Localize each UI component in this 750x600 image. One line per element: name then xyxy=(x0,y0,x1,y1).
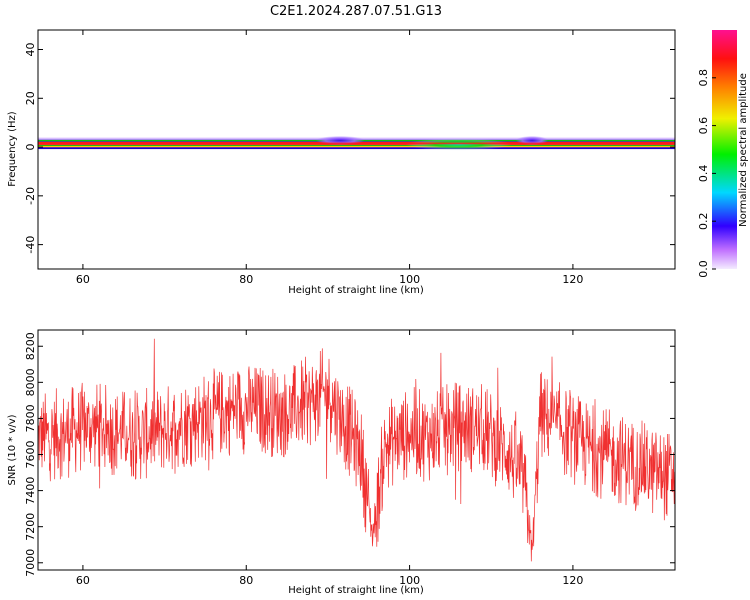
snr-panel: 60 80 100 120 7000720074007600780080008200 … xyxy=(7,329,676,596)
y-tick-label: 7600 xyxy=(24,441,37,469)
snr-y-ticks: 7000 7200 7400 7600 7800 8000 8200 xyxy=(24,332,675,577)
x-tick-label: 60 xyxy=(76,273,90,286)
spectral-band xyxy=(38,135,675,151)
snr-x-ticks: 60 80 100 120 xyxy=(76,330,583,587)
colorbar-tick-label: 0.2 xyxy=(697,212,710,230)
spectrogram-y-ticks: 40 20 0 -20 -40 xyxy=(24,43,675,254)
colorbar-tick-label: 0.8 xyxy=(697,69,710,87)
colorbar-scale xyxy=(712,30,737,269)
x-tick-label: 80 xyxy=(239,574,253,587)
spectrogram-frame xyxy=(37,29,676,270)
band-lower-yellow xyxy=(38,146,675,148)
y-tick-label: 8200 xyxy=(24,332,37,360)
spectrogram-panel: 60 80 100 120 40 20 0 -20 -40 Height of straigh… xyxy=(7,29,676,296)
snr-frame xyxy=(37,329,676,571)
x-tick-label: 120 xyxy=(562,574,583,587)
snr-line xyxy=(38,338,675,562)
colorbar-tick-label: 0.4 xyxy=(697,165,710,183)
y-tick-label: 40 xyxy=(24,43,37,57)
x-tick-label: 60 xyxy=(76,574,90,587)
spectrogram-y-label: Frequency (Hz) xyxy=(7,111,18,187)
figure-title: C2E1.2024.287.07.51.G13 xyxy=(270,4,442,19)
y-tick-label: 8000 xyxy=(24,368,37,396)
y-tick-label: 7400 xyxy=(24,477,37,505)
x-tick-label: 100 xyxy=(399,273,420,286)
snr-series xyxy=(38,338,675,562)
snr-x-label: Height of straight line (km) xyxy=(288,585,424,596)
band-peak-overlay xyxy=(38,142,675,145)
colorbar-ticks: 0.0 0.2 0.4 0.6 0.8 xyxy=(697,69,716,278)
band-lower-blue xyxy=(38,147,675,150)
spectrogram-x-label: Height of straight line (km) xyxy=(288,285,424,296)
colorbar: 0.0 0.2 0.4 0.6 0.8 Normalized spectral ampl… xyxy=(697,30,749,278)
y-tick-label: -20 xyxy=(24,187,37,205)
y-tick-label: 7800 xyxy=(24,404,37,432)
spectrogram-x-ticks: 60 80 100 120 xyxy=(76,30,583,286)
x-tick-label: 120 xyxy=(562,273,583,286)
colorbar-label: Normalized spectral amplitude xyxy=(738,73,749,227)
y-tick-label: 0 xyxy=(24,144,37,151)
snr-y-label: SNR (10 * v/v) xyxy=(7,414,18,485)
colorbar-tick-label: 0.6 xyxy=(697,117,710,135)
x-tick-label: 100 xyxy=(399,574,420,587)
y-tick-label: 20 xyxy=(24,91,37,105)
band-feature-blob xyxy=(405,138,512,151)
y-tick-label: -40 xyxy=(24,236,37,254)
y-tick-label: 7000 xyxy=(24,549,37,577)
colorbar-tick-label: 0.0 xyxy=(697,260,710,278)
y-tick-label: 7200 xyxy=(24,513,37,541)
x-tick-label: 80 xyxy=(239,273,253,286)
